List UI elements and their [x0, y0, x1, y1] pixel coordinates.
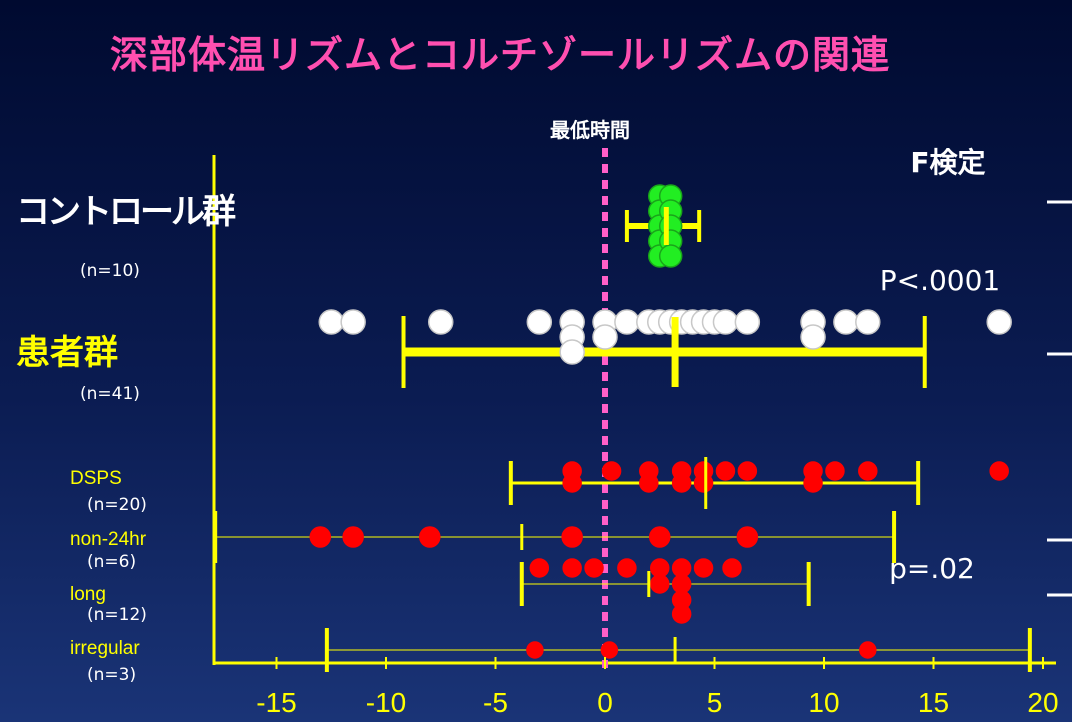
data-point: [693, 558, 714, 578]
data-point: [419, 526, 441, 548]
data-point: [671, 473, 692, 493]
group-n-non24: (n=6): [87, 552, 136, 572]
data-point: [342, 526, 364, 548]
data-point: [858, 461, 878, 481]
data-point: [825, 461, 845, 481]
group-n-irregular: (n=3): [87, 665, 136, 685]
data-point: [803, 473, 823, 493]
data-point: [526, 309, 553, 335]
group-label-irregular: irregular: [70, 638, 140, 659]
x-tick-label: 5: [707, 687, 723, 718]
data-point: [650, 574, 670, 594]
x-tick-label: 10: [808, 687, 839, 718]
data-point: [833, 309, 859, 335]
data-point: [614, 309, 640, 335]
data-point: [318, 309, 344, 335]
group-n-patient: (n=41): [80, 384, 140, 404]
x-tick-label: -5: [483, 687, 508, 718]
group-label-dsps: DSPS: [70, 468, 122, 489]
data-point: [428, 309, 454, 335]
data-point: [562, 473, 582, 493]
data-point: [649, 526, 671, 548]
data-point: [722, 558, 742, 578]
data-point: [859, 641, 877, 659]
min-time-label: 最低時間: [550, 118, 630, 142]
data-point: [715, 461, 736, 481]
group-label-non24: non-24hr: [70, 529, 147, 550]
data-point: [617, 558, 637, 578]
p-value-2: p=.02: [889, 552, 975, 585]
data-point: [639, 473, 659, 493]
data-point: [693, 473, 714, 493]
data-point: [600, 641, 619, 659]
group-label-patient: 患者群: [16, 333, 118, 373]
data-point: [855, 309, 881, 335]
x-tick-label: 20: [1027, 687, 1058, 718]
x-tick-label: 15: [918, 687, 949, 718]
data-point: [559, 339, 585, 365]
data-point: [601, 461, 622, 481]
data-point: [737, 461, 758, 481]
data-point: [562, 558, 582, 578]
data-point: [561, 526, 583, 548]
data-point: [340, 309, 366, 335]
data-point: [736, 526, 759, 548]
f-test-label: F検定: [910, 146, 985, 179]
group-n-long: (n=12): [87, 605, 147, 625]
x-tick-label: 0: [597, 687, 613, 718]
data-point: [526, 641, 544, 659]
x-tick-label: -10: [366, 687, 406, 718]
p-value-1: P<.0001: [880, 264, 1001, 297]
data-point: [712, 309, 739, 335]
chart-title: 深部体温リズムとコルチゾールリズムの関連: [109, 33, 890, 77]
group-label-long: long: [70, 584, 106, 605]
data-point: [584, 558, 604, 578]
group-n-control: (n=10): [80, 261, 140, 281]
data-point: [309, 526, 332, 548]
data-point: [734, 309, 761, 335]
data-point: [986, 309, 1012, 335]
data-point: [592, 324, 618, 350]
data-point: [658, 244, 683, 268]
data-point: [800, 324, 826, 350]
data-point: [671, 604, 692, 624]
data-point: [529, 558, 550, 578]
x-tick-label: -15: [256, 687, 296, 718]
group-n-dsps: (n=20): [87, 495, 147, 515]
group-label-control: コントロール群: [16, 192, 236, 232]
data-point: [989, 461, 1009, 481]
